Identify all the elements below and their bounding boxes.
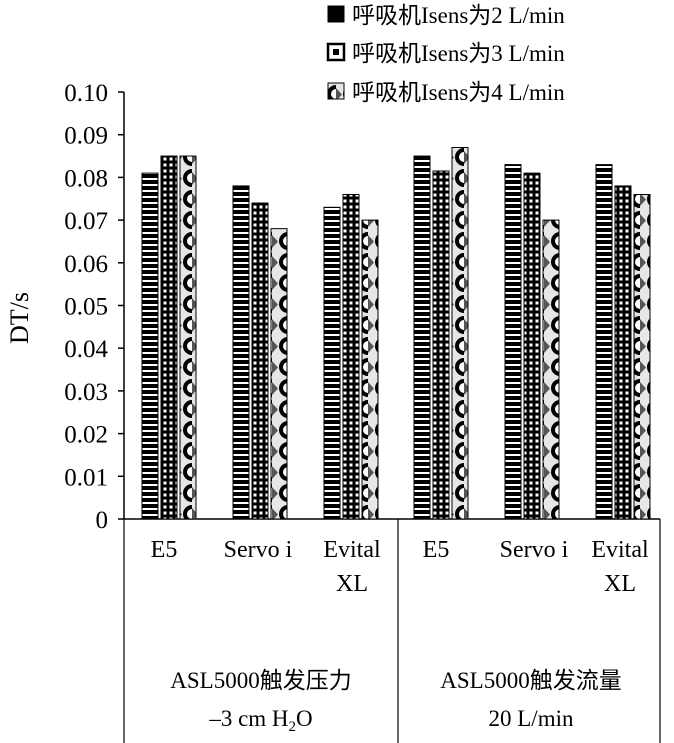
legend-swatch-stripes xyxy=(327,5,345,23)
group-label-pressure-line2-end: O xyxy=(296,706,313,731)
category-labels: E5 Servo i Evital XL E5 Servo i Evital XL xyxy=(151,537,649,597)
legend-label: 呼吸机Isens为4 L/min xyxy=(352,80,565,105)
bar xyxy=(270,228,288,520)
category-label: Evital xyxy=(591,537,649,563)
bar xyxy=(504,164,522,520)
y-tick-label: 0.09 xyxy=(64,123,108,150)
y-tick-label: 0.05 xyxy=(64,294,108,321)
bar xyxy=(251,202,269,520)
legend-swatch-dots-inner xyxy=(333,49,339,55)
bar xyxy=(595,164,613,520)
y-tick-label: 0.06 xyxy=(64,251,108,278)
bar xyxy=(523,172,541,520)
group-label-pressure-line2-main: –3 cm H xyxy=(208,706,288,731)
bar xyxy=(633,193,651,520)
category-label: Evital xyxy=(323,537,381,563)
category-label: Servo i xyxy=(500,537,569,563)
category-label: E5 xyxy=(151,537,178,563)
group-label-pressure-line2: –3 cm H2O xyxy=(208,706,312,735)
bar xyxy=(323,206,341,520)
bar xyxy=(451,147,469,520)
group-label-flow-line1: ASL5000触发流量 xyxy=(440,668,621,693)
group-label-pressure-line2-sub: 2 xyxy=(289,719,297,735)
y-axis-label: DT/s xyxy=(5,292,34,344)
bar xyxy=(179,155,197,520)
y-tick-label: 0.02 xyxy=(64,422,108,449)
legend-item: 呼吸机Isens为4 L/min xyxy=(327,80,565,105)
y-tick-label: 0.04 xyxy=(64,336,108,363)
category-label-line2: XL xyxy=(336,571,368,597)
legend: 呼吸机Isens为2 L/min 呼吸机Isens为3 L/min 呼吸机Ise… xyxy=(326,3,565,105)
y-tick-label: 0.08 xyxy=(64,165,108,192)
y-ticks: 0 0.01 0.02 0.03 0.04 0.05 0.06 0.07 0.08 0.09 0.1… xyxy=(64,80,124,534)
legend-label: 呼吸机Isens为3 L/min xyxy=(352,41,565,66)
y-tick-label: 0.10 xyxy=(64,80,108,107)
legend-item: 呼吸机Isens为2 L/min xyxy=(327,3,565,28)
bar xyxy=(361,219,379,520)
legend-swatch-scales xyxy=(327,82,345,100)
bar xyxy=(614,185,632,520)
legend-item: 呼吸机Isens为3 L/min xyxy=(326,41,565,66)
bar xyxy=(342,193,360,520)
bar xyxy=(160,155,178,520)
y-tick-label: 0.01 xyxy=(64,464,108,491)
category-label-line2: XL xyxy=(604,571,636,597)
group-label-pressure-line1: ASL5000触发压力 xyxy=(170,668,351,693)
bar xyxy=(542,219,560,520)
category-label: E5 xyxy=(423,537,450,563)
bar xyxy=(141,172,159,520)
bar xyxy=(432,170,450,520)
category-label: Servo i xyxy=(224,537,293,563)
group-label-flow-line2: 20 L/min xyxy=(489,706,574,731)
bar xyxy=(413,155,431,520)
bars xyxy=(141,147,651,520)
y-tick-label: 0.07 xyxy=(64,208,108,235)
y-tick-label: 0.03 xyxy=(64,379,108,406)
legend-label: 呼吸机Isens为2 L/min xyxy=(352,3,565,28)
bar xyxy=(232,185,250,520)
y-tick-label: 0 xyxy=(96,507,109,534)
